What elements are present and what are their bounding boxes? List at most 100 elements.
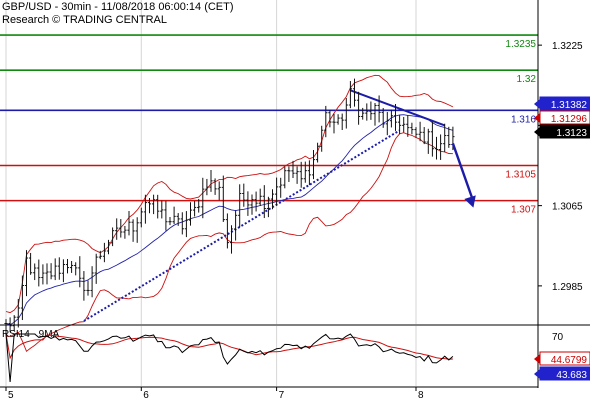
candle bbox=[29, 252, 33, 275]
candle bbox=[16, 298, 20, 328]
rsi-tag-0: 44.6799 bbox=[534, 351, 590, 366]
bollinger-lower-line bbox=[5, 132, 453, 353]
candle bbox=[422, 127, 426, 145]
candle bbox=[406, 115, 410, 137]
candle bbox=[254, 191, 258, 212]
candle bbox=[78, 256, 82, 288]
price-tag-2-pointer bbox=[534, 127, 540, 137]
candle bbox=[221, 175, 225, 222]
candle bbox=[197, 198, 201, 213]
level-label-4: 1.307 bbox=[511, 205, 536, 216]
time-tick-label-0: 5 bbox=[8, 390, 14, 400]
candle bbox=[111, 227, 115, 247]
candle bbox=[381, 108, 385, 128]
price-tick-label-3: 1.3225 bbox=[552, 41, 583, 52]
level-label-2: 1.316 bbox=[511, 114, 536, 125]
candle bbox=[115, 218, 119, 240]
candle bbox=[205, 178, 209, 196]
candle bbox=[131, 219, 135, 242]
candle bbox=[275, 177, 279, 206]
candle bbox=[135, 217, 139, 243]
candle bbox=[213, 178, 217, 195]
candle bbox=[332, 113, 336, 134]
candle bbox=[250, 194, 254, 215]
time-tick-label-3: 8 bbox=[418, 390, 424, 400]
candle bbox=[352, 78, 357, 107]
candle bbox=[365, 103, 369, 121]
candle bbox=[283, 166, 287, 189]
candle bbox=[53, 258, 57, 281]
candle bbox=[262, 185, 266, 219]
candle bbox=[225, 213, 229, 249]
candle bbox=[344, 98, 348, 129]
candle bbox=[168, 216, 172, 226]
candle bbox=[316, 142, 320, 163]
candle bbox=[385, 111, 389, 136]
candle bbox=[307, 160, 311, 186]
candle bbox=[127, 210, 131, 236]
time-tick-label-2: 7 bbox=[279, 390, 285, 400]
candle bbox=[287, 166, 291, 182]
candle bbox=[176, 213, 180, 226]
candle bbox=[443, 123, 447, 153]
candle bbox=[320, 125, 324, 152]
resistance-trendline bbox=[350, 89, 446, 127]
candle bbox=[393, 104, 398, 131]
candle bbox=[242, 183, 246, 207]
candle bbox=[49, 263, 53, 280]
candle bbox=[33, 263, 37, 281]
candle bbox=[258, 188, 262, 207]
rsi-tag-1-pointer bbox=[534, 369, 540, 379]
candle bbox=[361, 107, 365, 120]
candle bbox=[57, 257, 61, 280]
candle bbox=[266, 196, 270, 218]
price-tag-1-text: 1.31296 bbox=[551, 114, 588, 125]
candle bbox=[340, 113, 344, 130]
candle bbox=[119, 219, 123, 238]
candle bbox=[24, 250, 29, 297]
candle bbox=[180, 212, 184, 235]
price-tag-0-text: 1.31382 bbox=[551, 100, 588, 111]
candle bbox=[373, 103, 377, 126]
candle bbox=[147, 198, 152, 214]
candle bbox=[188, 202, 193, 226]
candle bbox=[217, 181, 221, 201]
candle bbox=[152, 194, 156, 215]
candle bbox=[410, 122, 414, 135]
candle bbox=[41, 264, 45, 285]
price-tag-2-text: 1.3123 bbox=[556, 128, 587, 139]
candle bbox=[270, 189, 275, 210]
candle bbox=[209, 169, 213, 192]
candle bbox=[143, 194, 147, 224]
support-trendline bbox=[83, 129, 401, 322]
candle bbox=[156, 194, 160, 219]
candle bbox=[377, 95, 381, 123]
rsi-tag-1: 43.683 bbox=[534, 366, 590, 381]
candle bbox=[328, 110, 332, 128]
chart-subtitle: Research © TRADING CENTRAL bbox=[2, 14, 167, 26]
level-label-3: 1.3105 bbox=[505, 170, 536, 181]
candle bbox=[102, 242, 106, 263]
candle bbox=[12, 315, 16, 332]
price-tag-1-pointer bbox=[534, 113, 540, 123]
candle bbox=[246, 191, 250, 216]
candle bbox=[279, 177, 283, 198]
candle bbox=[37, 259, 41, 287]
candle bbox=[238, 184, 242, 228]
candle bbox=[418, 121, 422, 142]
rsi-line bbox=[5, 333, 454, 383]
candle bbox=[303, 161, 307, 183]
candle bbox=[439, 134, 443, 160]
candle bbox=[336, 114, 340, 125]
forecast-arrow-head bbox=[464, 195, 476, 208]
rsi-ma-line bbox=[5, 333, 453, 360]
candle bbox=[160, 200, 164, 219]
candle bbox=[65, 258, 70, 274]
candle bbox=[94, 253, 98, 284]
rsi-tag-0-text: 44.6799 bbox=[551, 355, 588, 366]
candle bbox=[434, 136, 439, 160]
price-tick-label-0: 1.2985 bbox=[552, 282, 583, 293]
candle bbox=[311, 149, 316, 180]
price-tag-0: 1.31382 bbox=[534, 96, 590, 111]
